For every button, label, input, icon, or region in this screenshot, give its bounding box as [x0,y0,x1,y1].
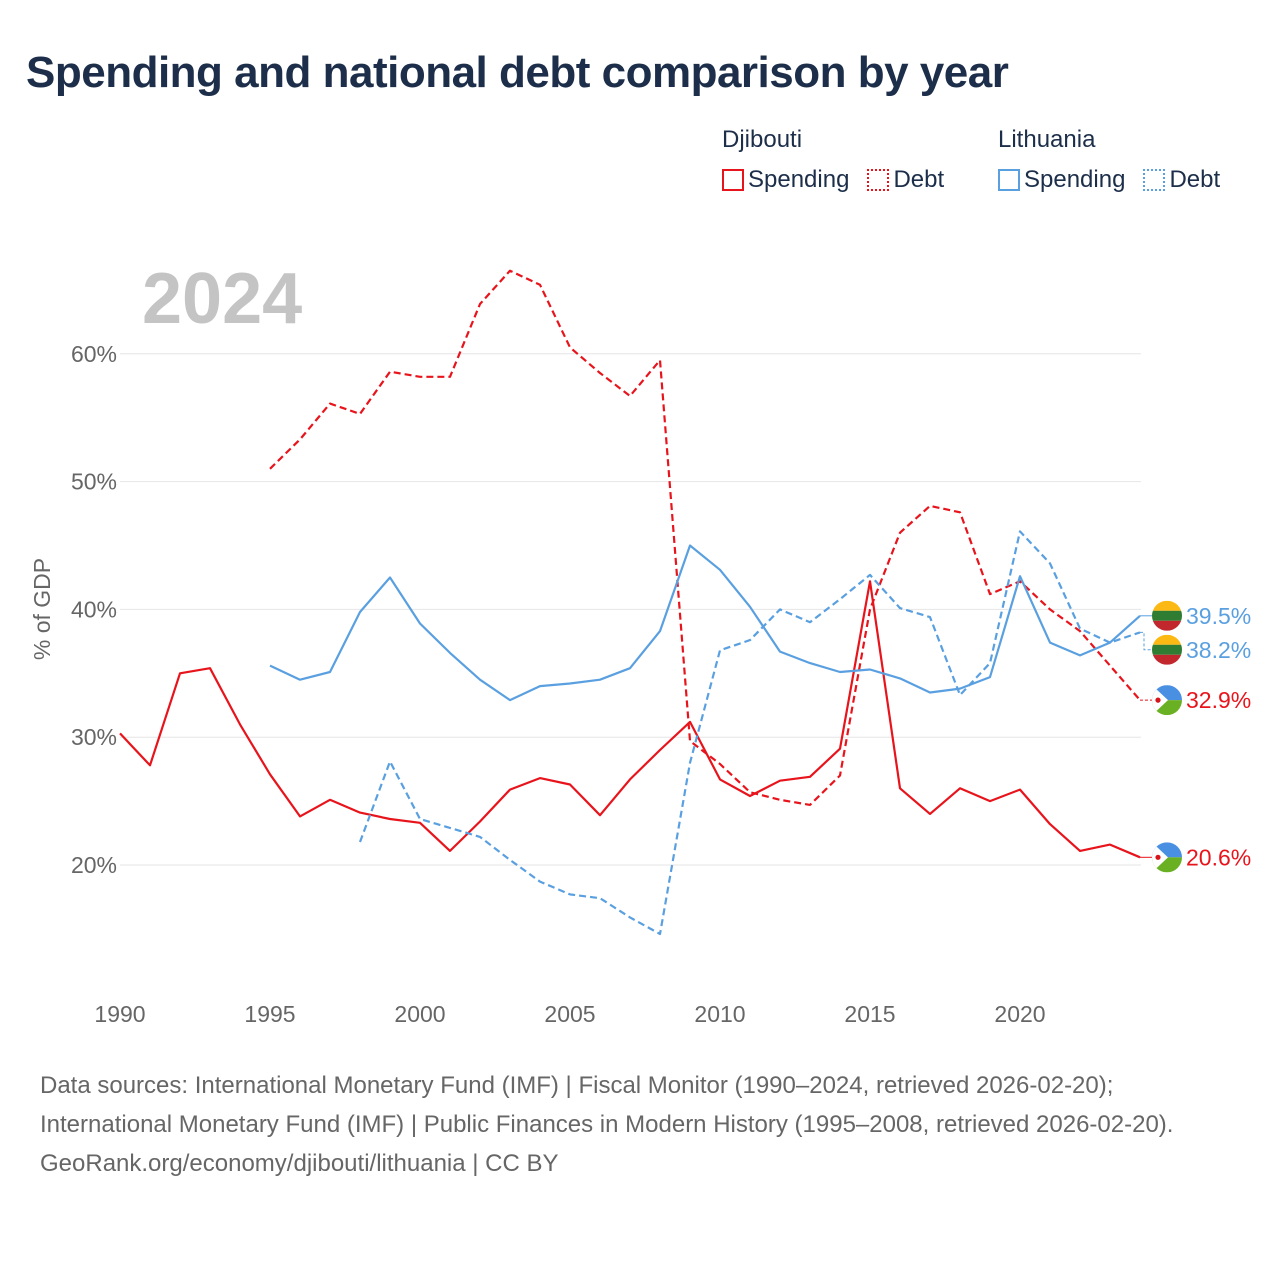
legend-item-djibouti-debt[interactable]: Debt [867,166,944,194]
x-tick-label: 2015 [844,1001,895,1027]
y-tick-label: 20% [71,852,117,878]
flag-stripe [1152,600,1182,611]
flag-stripe [1152,620,1182,631]
y-tick-label: 40% [71,596,117,622]
legend-group-title: Djibouti [722,126,803,153]
legend-group-title: Lithuania [998,126,1096,153]
series-line-djibouti-debt [269,269,1141,807]
end-labels: 39.5% 38.2% 32.9% 20.6% [1140,600,1251,873]
attribution-link[interactable]: GeoRank.org/economy/djibouti/lithuania |… [40,1150,559,1177]
y-axis-label: % of GDP [29,558,55,660]
end-value-label: 38.2% [1186,637,1251,663]
flag-star [1155,854,1161,860]
end-value-label: 39.5% [1186,603,1251,629]
flag-stripe [1152,634,1182,645]
source-text: Data sources: International Monetary Fun… [40,1072,1174,1138]
x-axis: 1990 1995 2000 2005 2010 2015 2020 [94,1001,1045,1027]
legend-item-djibouti-spending[interactable]: Spending [722,166,849,194]
series-line-lithuania-spending [269,544,1141,702]
series-group [119,269,1141,936]
legend-label: Debt [893,166,945,193]
flag-djibouti-icon [1152,685,1182,716]
x-tick-label: 1990 [94,1001,145,1027]
end-value-label: 20.6% [1186,844,1251,870]
legend-item-lithuania-debt[interactable]: Debt [1143,166,1220,194]
x-tick-label: 2005 [544,1001,595,1027]
chart-title: Spending and national debt comparison by… [26,48,1009,97]
source-notes: Data sources: International Monetary Fun… [40,1066,1240,1183]
y-tick-label: 50% [71,469,117,495]
line-chart: 2024 % of GDP 20% 30% 40% 50% 60% 1990 1995 20… [29,259,1251,1027]
legend-swatch-dotted [867,169,890,191]
flag-lithuania-icon [1152,634,1182,665]
y-tick-label: 30% [71,724,117,750]
legend-swatch-dotted [1143,169,1166,191]
x-tick-label: 2000 [394,1001,445,1027]
flag-star [1155,697,1161,703]
grid-lines [120,353,1141,866]
series-line-lithuania-debt [358,530,1141,936]
flag-djibouti-icon [1152,842,1182,873]
x-tick-label: 1995 [244,1001,295,1027]
flag-stripe [1152,654,1182,665]
legend-label: Spending [748,166,850,193]
y-tick-label: 60% [71,341,117,367]
flag-stripe [1152,644,1182,655]
series-line-djibouti-spending [119,580,1141,859]
flag-stripe [1152,610,1182,621]
legend-swatch-solid [722,169,744,191]
legend-group-lithuania: Lithuania Spending Debt [998,124,1220,194]
legend-item-lithuania-spending[interactable]: Spending [998,166,1125,194]
x-tick-label: 2010 [694,1001,745,1027]
flag-lithuania-icon [1152,600,1182,631]
legend-group-djibouti: Djibouti Spending Debt [722,124,962,194]
legend-swatch-solid [998,169,1020,191]
x-tick-label: 2020 [994,1001,1045,1027]
end-value-label: 32.9% [1186,687,1251,713]
y-axis: 20% 30% 40% 50% 60% [71,341,117,878]
legend-label: Debt [1169,166,1221,193]
legend-label: Spending [1024,166,1126,193]
leader-line [1140,631,1152,651]
year-watermark: 2024 [142,259,302,339]
